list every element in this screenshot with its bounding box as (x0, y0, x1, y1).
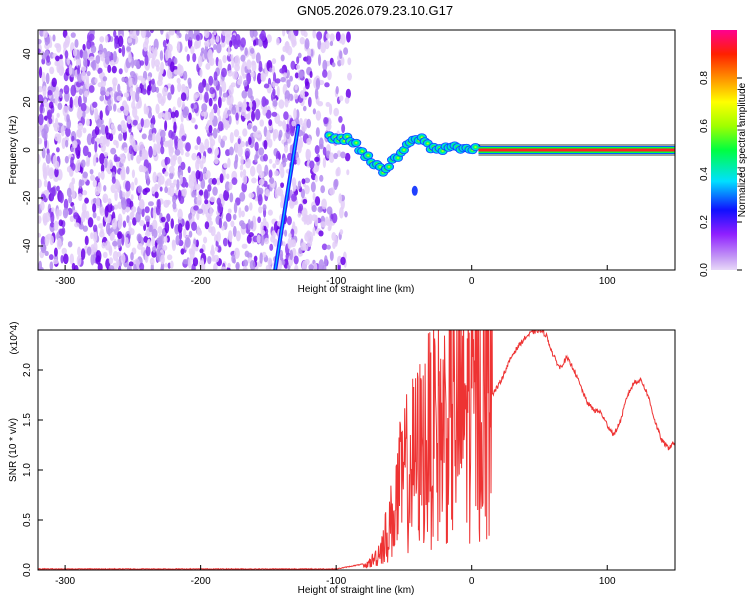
colorbar-tick-label: 0.8 (699, 71, 710, 85)
snr-series-line (38, 330, 675, 570)
snr-x-tick-label: 0 (469, 576, 475, 587)
snr-x-axis-label: Height of straight line (km) (298, 585, 415, 596)
spectrogram-y-axis-label: Frequency (Hz) (8, 116, 19, 185)
snr-x-tick-label: -300 (55, 576, 75, 587)
snr-panel: -300 -200 -100 0 100 0.0 0.5 1.0 1.5 2.0 Height … (8, 321, 676, 596)
spectrogram-x-tick-label: -300 (55, 276, 75, 287)
snr-frame (37, 329, 676, 571)
ridge-blob (363, 151, 374, 160)
colorbar-tick-label: 0.2 (699, 215, 710, 229)
ridge (324, 131, 481, 177)
figure-title: GN05.2026.079.23.10.G17 (297, 3, 453, 18)
colorbar-ticks: 0.0 0.2 0.4 0.6 0.8 (699, 71, 742, 277)
snr-y-tick-label: 2.0 (22, 363, 33, 377)
snr-y-multiplier: (x10^4) (9, 321, 20, 354)
spectrogram-x-axis-label: Height of straight line (km) (298, 284, 415, 295)
spectrogram-y-tick-label: 20 (22, 96, 33, 108)
isolated-blob (411, 185, 418, 196)
snr-y-axis-label: SNR (10 * v/v) (8, 418, 19, 482)
snr-y-tick-label: 0.0 (22, 563, 33, 577)
band-core (478, 148, 675, 152)
spectrogram-y-ticks: -40 -20 0 20 40 (22, 48, 43, 253)
snr-plot-area (38, 330, 675, 570)
spectrogram-x-tick-label: -100 (326, 276, 346, 287)
snr-x-tick-label: 100 (599, 576, 616, 587)
snr-y-tick-label: 1.0 (22, 463, 33, 477)
snr-x-tick-label: -200 (191, 576, 211, 587)
colorbar-label: Normalized spectral amplitude (737, 82, 748, 217)
ridge-blob (470, 143, 481, 152)
snr-y-ticks: 0.0 0.5 1.0 1.5 2.0 (22, 363, 43, 577)
spectrogram-y-tick-label: 0 (22, 147, 33, 153)
steep-streak-core (274, 125, 299, 270)
colorbar-tick-label: 0.0 (699, 263, 710, 277)
spectrogram-x-tick-label: -200 (191, 276, 211, 287)
colorbar-tick-label: 0.4 (699, 167, 710, 181)
colorbar-tick-label: 0.6 (699, 119, 710, 133)
spectrogram-content (38, 30, 675, 270)
noise-speckle (38, 30, 352, 270)
colorbar: 0.0 0.2 0.4 0.6 0.8 Normalized spectral ampl… (699, 30, 748, 277)
colorbar-gradient (711, 30, 737, 270)
spectrogram-y-tick-label: 40 (22, 48, 33, 60)
snr-y-tick-label: 0.5 (22, 513, 33, 527)
spectrogram-x-tick-label: 0 (469, 276, 475, 287)
snr-y-tick-label: 1.5 (22, 413, 33, 427)
ridge-blob (351, 138, 362, 147)
ridge-blob (384, 162, 395, 171)
spectrogram-y-tick-label: -40 (22, 238, 33, 253)
spectrogram-x-tick-label: 100 (599, 276, 616, 287)
spectrogram-y-tick-label: -20 (22, 190, 33, 205)
snr-x-ticks: -300 -200 -100 0 100 (55, 565, 616, 587)
snr-content (38, 330, 675, 570)
spectrogram-x-ticks: -300 -200 -100 0 100 (55, 265, 616, 287)
snr-x-tick-label: -100 (326, 576, 346, 587)
